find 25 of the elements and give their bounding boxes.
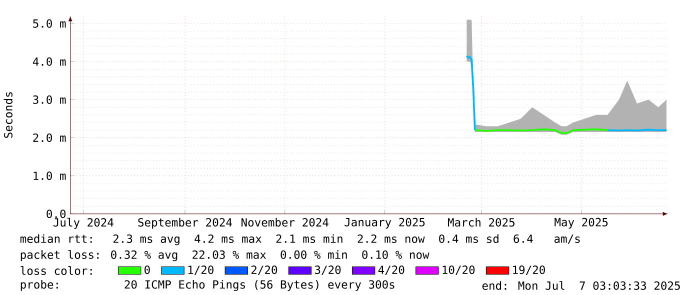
text: median rtt: 2.3 ms avg 4.2 ms max 2.1 ms min 2.2 ms now 0.4 ms sd 6.4 am/s <box>20 234 580 245</box>
y-tick-label: 1.0 m <box>34 171 66 180</box>
y-tick-label: 4.0 m <box>32 57 66 66</box>
y-tick-label: 0.0 <box>46 209 66 218</box>
y-tick-label: 5.0 m <box>33 19 66 28</box>
legend-title: loss color: <box>20 266 92 275</box>
legend-label: 0 <box>144 265 150 274</box>
legend-label: 19/20 <box>513 265 545 275</box>
x-tick-label: November 2024 <box>242 218 328 226</box>
x-tick-label: May 2025 <box>554 218 608 228</box>
text: probe: 20 ICMP Echo Pings (56 Bytes) every 300s <box>20 280 394 291</box>
text: end: Mon Jul 7 03:03:33 2025 <box>482 280 680 290</box>
legend-label: 10/20 <box>442 265 475 275</box>
x-tick-label: January 2025 <box>344 218 425 228</box>
legend-label: 2/20 <box>251 265 278 275</box>
legend-label: 1/20 <box>188 265 214 275</box>
y-tick-label: 2.0 m <box>33 133 66 142</box>
y-tick-label: 3.0 m <box>33 95 66 104</box>
x-tick-label: July 2024 <box>53 218 114 229</box>
x-tick-label: September 2024 <box>138 218 232 229</box>
y-axis-title: Seconds <box>4 92 12 138</box>
legend-label: 3/20 <box>314 265 341 275</box>
x-tick-label: March 2025 <box>448 218 514 226</box>
text: packet loss: 0.32 % avg 22.03 % max 0.00 % min 0.10 % now <box>20 250 430 261</box>
legend-label: 4/20 <box>378 265 404 275</box>
